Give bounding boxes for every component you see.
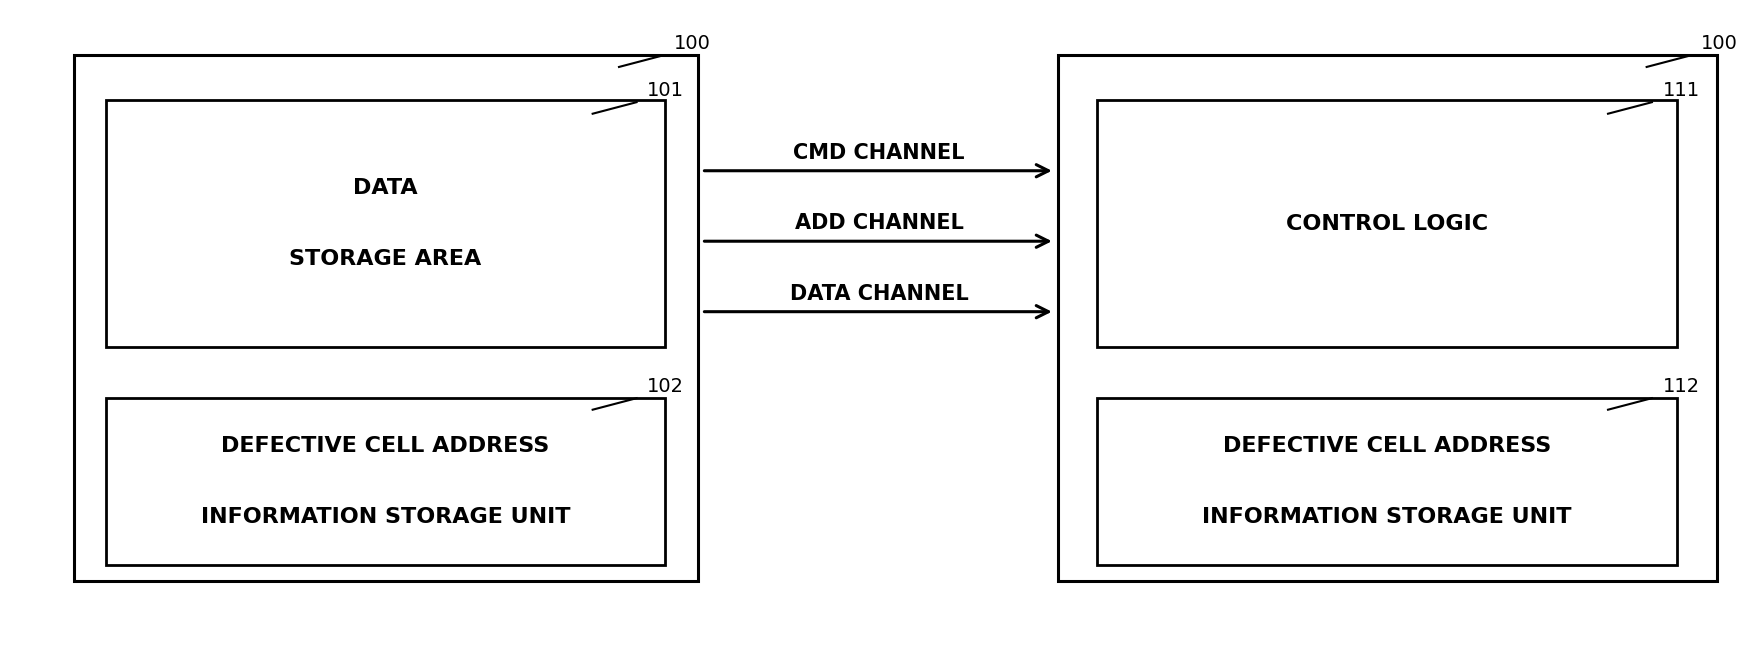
- Text: CONTROL LOGIC: CONTROL LOGIC: [1284, 214, 1487, 234]
- Text: CMD CHANNEL: CMD CHANNEL: [792, 143, 965, 163]
- Bar: [106, 100, 665, 347]
- Text: 100: 100: [1700, 34, 1738, 53]
- Text: ADD CHANNEL: ADD CHANNEL: [794, 214, 963, 233]
- Text: DEFECTIVE CELL ADDRESS: DEFECTIVE CELL ADDRESS: [1222, 436, 1551, 456]
- Bar: [1095, 398, 1676, 565]
- Bar: [1058, 55, 1716, 581]
- Text: 101: 101: [647, 81, 684, 100]
- Bar: [1095, 100, 1676, 347]
- Text: DATA: DATA: [353, 178, 418, 199]
- Text: 102: 102: [647, 377, 684, 397]
- Text: STORAGE AREA: STORAGE AREA: [289, 249, 482, 269]
- Text: DEFECTIVE CELL ADDRESS: DEFECTIVE CELL ADDRESS: [220, 436, 549, 456]
- Bar: [106, 398, 665, 565]
- Text: DATA CHANNEL: DATA CHANNEL: [789, 284, 968, 304]
- Text: 111: 111: [1662, 81, 1699, 100]
- Text: 100: 100: [674, 34, 709, 53]
- Text: INFORMATION STORAGE UNIT: INFORMATION STORAGE UNIT: [201, 507, 570, 527]
- Text: INFORMATION STORAGE UNIT: INFORMATION STORAGE UNIT: [1201, 507, 1570, 527]
- Text: 112: 112: [1662, 377, 1699, 397]
- Bar: [74, 55, 697, 581]
